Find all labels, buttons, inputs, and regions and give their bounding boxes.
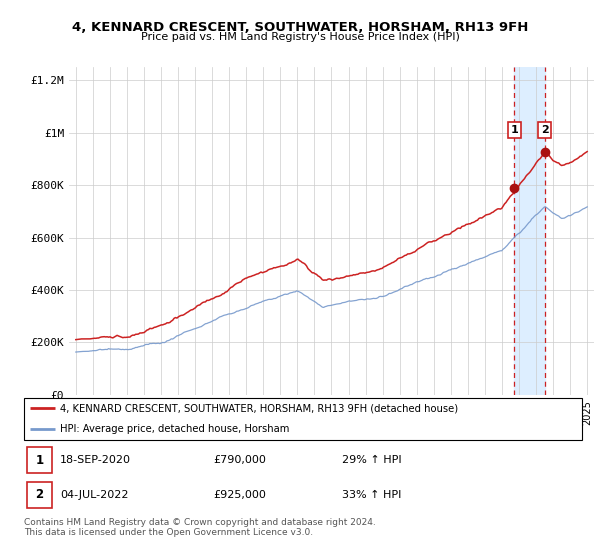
Text: 1: 1	[511, 125, 518, 135]
Text: 18-SEP-2020: 18-SEP-2020	[60, 455, 131, 465]
Text: 33% ↑ HPI: 33% ↑ HPI	[342, 489, 401, 500]
Text: 4, KENNARD CRESCENT, SOUTHWATER, HORSHAM, RH13 9FH (detached house): 4, KENNARD CRESCENT, SOUTHWATER, HORSHAM…	[60, 403, 458, 413]
Text: Price paid vs. HM Land Registry's House Price Index (HPI): Price paid vs. HM Land Registry's House …	[140, 32, 460, 43]
Bar	[27, 482, 52, 507]
Text: £790,000: £790,000	[214, 455, 266, 465]
Bar	[514, 67, 545, 395]
Bar	[27, 447, 52, 473]
Text: 2: 2	[541, 125, 548, 135]
Text: 1: 1	[35, 454, 44, 466]
Text: 04-JUL-2022: 04-JUL-2022	[60, 489, 129, 500]
Text: Contains HM Land Registry data © Crown copyright and database right 2024.
This d: Contains HM Land Registry data © Crown c…	[24, 518, 376, 538]
Text: HPI: Average price, detached house, Horsham: HPI: Average price, detached house, Hors…	[60, 424, 290, 434]
Text: 4, KENNARD CRESCENT, SOUTHWATER, HORSHAM, RH13 9FH: 4, KENNARD CRESCENT, SOUTHWATER, HORSHAM…	[72, 21, 528, 34]
Text: 2: 2	[35, 488, 44, 501]
Text: 29% ↑ HPI: 29% ↑ HPI	[342, 455, 401, 465]
Text: £925,000: £925,000	[214, 489, 266, 500]
